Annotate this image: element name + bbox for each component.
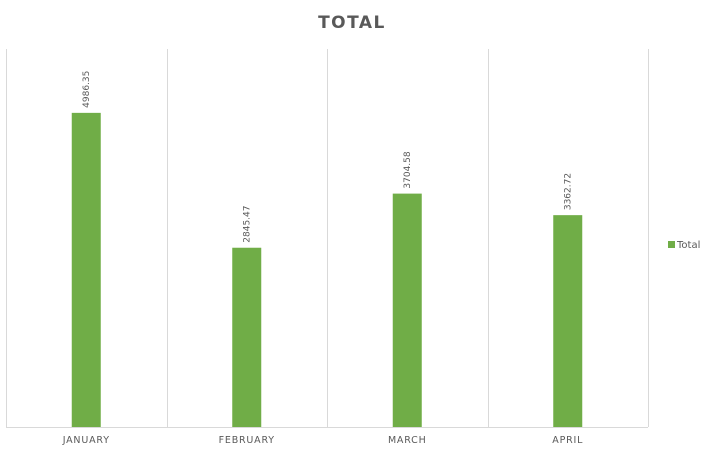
data-label-april: 3362.72 — [564, 173, 574, 210]
legend: Total — [668, 240, 700, 251]
x-tick-label-april: APRIL — [552, 435, 583, 446]
grid — [6, 49, 649, 428]
x-axis-tick-labels: JANUARY FEBRUARY MARCH APRIL — [62, 435, 583, 446]
data-label-march: 3704.58 — [403, 151, 413, 188]
bar-april — [553, 215, 583, 427]
x-tick-label-january: JANUARY — [62, 435, 110, 446]
bars — [71, 112, 583, 427]
legend-label-total: Total — [676, 240, 700, 251]
bar-march — [392, 193, 422, 427]
data-label-february: 2845.47 — [243, 206, 253, 243]
x-tick-label-february: FEBRUARY — [219, 435, 275, 446]
chart-title: TOTAL — [318, 13, 386, 33]
bar-february — [232, 247, 262, 427]
bar-january — [71, 112, 101, 427]
legend-swatch-total — [668, 241, 675, 248]
x-tick-label-march: MARCH — [388, 435, 427, 446]
data-labels: 4986.35 2845.47 3704.58 3362.72 — [82, 71, 574, 243]
data-label-january: 4986.35 — [82, 71, 92, 108]
